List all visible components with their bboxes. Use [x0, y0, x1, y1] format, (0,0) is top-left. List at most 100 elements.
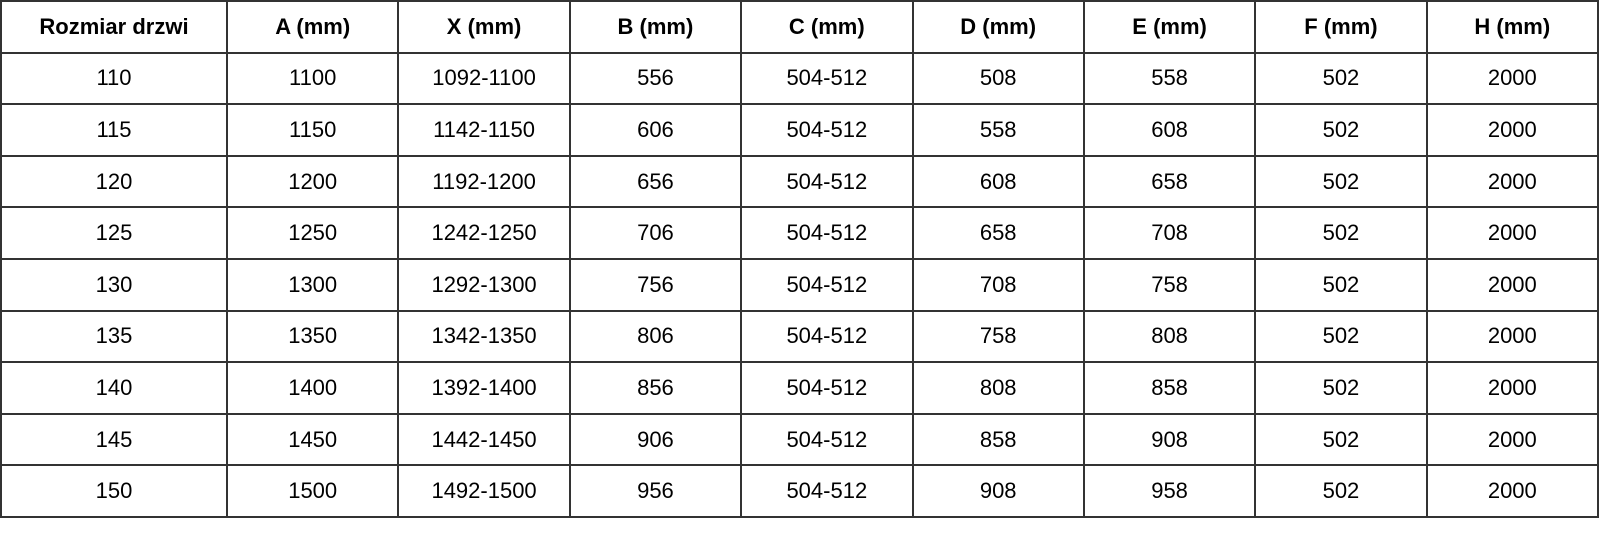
table-row: 110 1100 1092-1100 556 504-512 508 558 502 2000 [0, 51, 1600, 106]
table-cell: 504-512 [740, 257, 914, 312]
table-body: 110 1100 1092-1100 556 504-512 508 558 502 2000 1… [0, 51, 1600, 518]
table-cell: 135 [0, 309, 228, 364]
table-cell: 1142-1150 [397, 103, 571, 157]
table-cell: 908 [1082, 412, 1257, 467]
table-cell: 502 [1254, 51, 1428, 106]
table-cell: 502 [1254, 103, 1428, 157]
table-cell: 150 [0, 464, 228, 518]
table-cell: 110 [0, 51, 228, 106]
table-cell: 1250 [225, 206, 400, 260]
header-row: Rozmiar drzwi A (mm) X (mm) B (mm) C (mm) D (… [0, 0, 1600, 54]
table-cell: 908 [911, 464, 1085, 518]
table-cell: 758 [1082, 257, 1257, 312]
table-cell: 504-512 [740, 51, 914, 106]
table-cell: 856 [568, 361, 743, 415]
table-cell: 115 [0, 103, 228, 157]
table-cell: 1200 [225, 154, 400, 209]
table-cell: 706 [568, 206, 743, 260]
table-cell: 508 [911, 51, 1085, 106]
door-size-table: Rozmiar drzwi A (mm) X (mm) B (mm) C (mm) D (… [0, 0, 1600, 518]
column-header: B (mm) [568, 0, 743, 54]
table-cell: 1092-1100 [397, 51, 571, 106]
table-cell: 140 [0, 361, 228, 415]
table-cell: 958 [1082, 464, 1257, 518]
table-cell: 504-512 [740, 206, 914, 260]
table-cell: 502 [1254, 309, 1428, 364]
table-row: 145 1450 1442-1450 906 504-512 858 908 502 2000 [0, 412, 1600, 467]
table-cell: 2000 [1425, 309, 1600, 364]
table-cell: 504-512 [740, 309, 914, 364]
table-cell: 504-512 [740, 361, 914, 415]
table-cell: 1292-1300 [397, 257, 571, 312]
table-row: 125 1250 1242-1250 706 504-512 658 708 502 2000 [0, 206, 1600, 260]
table-cell: 1192-1200 [397, 154, 571, 209]
table-cell: 756 [568, 257, 743, 312]
column-header: H (mm) [1425, 0, 1600, 54]
table-cell: 502 [1254, 206, 1428, 260]
table-cell: 656 [568, 154, 743, 209]
table-cell: 608 [911, 154, 1085, 209]
table-cell: 125 [0, 206, 228, 260]
table-cell: 1500 [225, 464, 400, 518]
table-cell: 504-512 [740, 103, 914, 157]
table-cell: 145 [0, 412, 228, 467]
table-cell: 858 [911, 412, 1085, 467]
table-cell: 806 [568, 309, 743, 364]
table-cell: 1100 [225, 51, 400, 106]
table-cell: 120 [0, 154, 228, 209]
column-header: C (mm) [740, 0, 914, 54]
table-cell: 504-512 [740, 154, 914, 209]
table-cell: 1150 [225, 103, 400, 157]
table-cell: 558 [911, 103, 1085, 157]
table-cell: 2000 [1425, 103, 1600, 157]
table-row: 115 1150 1142-1150 606 504-512 558 608 502 2000 [0, 103, 1600, 157]
table-cell: 708 [911, 257, 1085, 312]
table-cell: 1442-1450 [397, 412, 571, 467]
table-cell: 1350 [225, 309, 400, 364]
column-header: A (mm) [225, 0, 400, 54]
table-cell: 2000 [1425, 154, 1600, 209]
table-cell: 858 [1082, 361, 1257, 415]
table-row: 130 1300 1292-1300 756 504-512 708 758 502 2000 [0, 257, 1600, 312]
table-cell: 808 [911, 361, 1085, 415]
table-cell: 130 [0, 257, 228, 312]
table-cell: 504-512 [740, 464, 914, 518]
table-cell: 502 [1254, 154, 1428, 209]
table-cell: 1400 [225, 361, 400, 415]
column-header: D (mm) [911, 0, 1085, 54]
table-cell: 2000 [1425, 206, 1600, 260]
table-cell: 658 [911, 206, 1085, 260]
table-cell: 658 [1082, 154, 1257, 209]
table-cell: 606 [568, 103, 743, 157]
table-cell: 1242-1250 [397, 206, 571, 260]
table-cell: 708 [1082, 206, 1257, 260]
column-header: Rozmiar drzwi [0, 0, 228, 54]
table-cell: 1450 [225, 412, 400, 467]
table-cell: 502 [1254, 361, 1428, 415]
table-cell: 608 [1082, 103, 1257, 157]
table-cell: 558 [1082, 51, 1257, 106]
column-header: E (mm) [1082, 0, 1257, 54]
table-cell: 956 [568, 464, 743, 518]
table-cell: 1392-1400 [397, 361, 571, 415]
table-cell: 1492-1500 [397, 464, 571, 518]
table-row: 140 1400 1392-1400 856 504-512 808 858 502 2000 [0, 361, 1600, 415]
table-cell: 2000 [1425, 51, 1600, 106]
table-cell: 502 [1254, 257, 1428, 312]
table-cell: 808 [1082, 309, 1257, 364]
table-cell: 2000 [1425, 412, 1600, 467]
table-row: 135 1350 1342-1350 806 504-512 758 808 502 2000 [0, 309, 1600, 364]
table-cell: 556 [568, 51, 743, 106]
table-cell: 502 [1254, 464, 1428, 518]
table-cell: 1300 [225, 257, 400, 312]
column-header: X (mm) [397, 0, 571, 54]
table-cell: 504-512 [740, 412, 914, 467]
table-row: 120 1200 1192-1200 656 504-512 608 658 502 2000 [0, 154, 1600, 209]
table-cell: 906 [568, 412, 743, 467]
table-cell: 2000 [1425, 257, 1600, 312]
table-cell: 758 [911, 309, 1085, 364]
table-cell: 502 [1254, 412, 1428, 467]
column-header: F (mm) [1254, 0, 1428, 54]
table-cell: 1342-1350 [397, 309, 571, 364]
table-cell: 2000 [1425, 464, 1600, 518]
